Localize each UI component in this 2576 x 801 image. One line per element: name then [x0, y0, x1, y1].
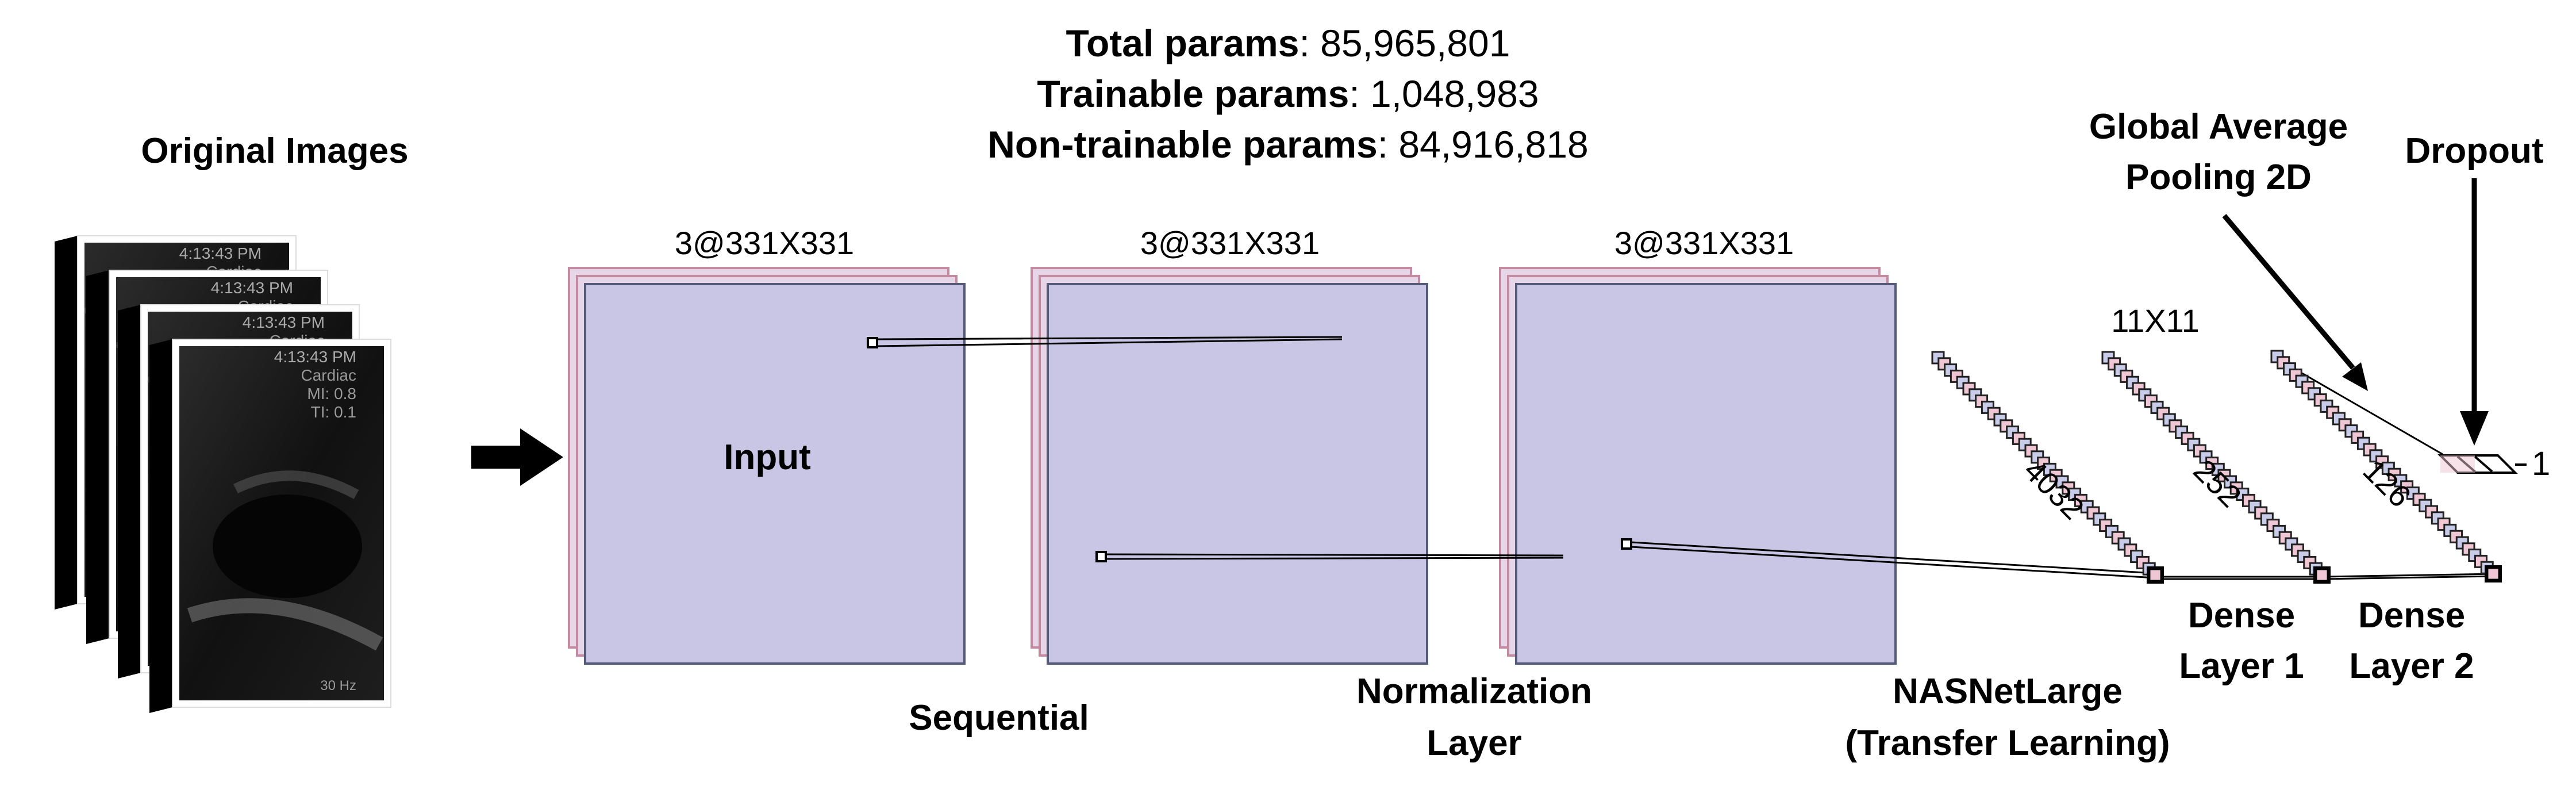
tissue-band	[187, 598, 383, 651]
card-side	[118, 305, 141, 679]
dense2-vector	[2270, 350, 2502, 582]
overlay-mi: MI: 0.8	[307, 385, 356, 403]
overlay-corner: 30 Hz	[320, 678, 356, 693]
original-images-stack: 4:13:43 PMCardiac4:13:43 PMCardiac4:13:4…	[55, 235, 391, 713]
feature-map-channel	[1515, 283, 1897, 665]
nasnet-label-line2: (Transfer Learning)	[1845, 723, 2170, 763]
map-dim-normalization: 3@331X331	[1614, 225, 1794, 261]
neuron-end	[2313, 566, 2331, 584]
neuron-end	[2485, 565, 2502, 582]
original-images-title: Original Images	[141, 131, 409, 171]
gap-label-line1: Global Average	[2089, 107, 2348, 147]
map-dim-input: 3@331X331	[674, 225, 855, 261]
non-trainable-params: Non-trainable params: 84,916,818	[987, 123, 1589, 166]
total-params: Total params: 85,965,801	[1066, 22, 1510, 64]
normalization-label-line1: Normalization	[1356, 672, 1592, 711]
feature-map-stack	[1031, 267, 1428, 665]
dense-vectors	[1931, 350, 2502, 584]
feature-map-channel	[1047, 283, 1428, 665]
neuron	[2148, 568, 2162, 582]
dense1-vector	[2101, 351, 2331, 584]
dropout-block	[2437, 454, 2527, 474]
overlay-time: 4:13:43 PM	[179, 244, 262, 262]
map-dim-sequential: 3@331X331	[1140, 225, 1320, 261]
sequential-label: Sequential	[909, 698, 1089, 738]
gap-label-line2: Pooling 2D	[2125, 158, 2312, 197]
nasnet-output-vector	[1931, 351, 2164, 584]
nasnet-label-line1: NASNetLarge	[1893, 672, 2123, 711]
tissue-band	[233, 470, 359, 499]
input-arrow-icon	[471, 428, 563, 486]
input-label: Input	[724, 438, 811, 477]
overlay-time: 4:13:43 PM	[243, 313, 325, 331]
neuron-end	[2147, 566, 2164, 584]
dense1-label-line2: Layer 1	[2179, 646, 2304, 686]
kernel-squares	[867, 337, 1632, 562]
feature-maps	[568, 267, 1897, 665]
dense1-label-line1: Dense	[2187, 596, 2296, 635]
dropout-label: Dropout	[2405, 131, 2544, 171]
feature-map-stack	[568, 267, 966, 665]
output-size: 1	[2532, 445, 2551, 482]
card-side	[55, 236, 78, 610]
dense2-label-line1: Dense	[2358, 596, 2466, 635]
neuron	[2486, 567, 2500, 581]
trainable-params: Trainable params: 1,048,983	[1037, 72, 1539, 115]
feature-map-channel	[584, 283, 966, 665]
overlay-time: 4:13:43 PM	[274, 348, 356, 366]
heart-chamber	[213, 495, 362, 598]
normalization-label-line2: Layer	[1427, 723, 1522, 763]
kernel-size-label: 11X11	[2111, 302, 2200, 339]
overlay-mode: Cardiac	[301, 366, 356, 384]
neuron	[2315, 568, 2329, 582]
feature-map-stack	[1499, 267, 1897, 665]
overlay-time: 4:13:43 PM	[211, 279, 293, 297]
card-side	[86, 270, 109, 644]
annotation-arrows	[2222, 178, 2489, 446]
card-side	[149, 339, 172, 713]
overlay-ti: TI: 0.1	[311, 403, 356, 421]
dense2-label-line2: Layer 2	[2349, 646, 2474, 686]
